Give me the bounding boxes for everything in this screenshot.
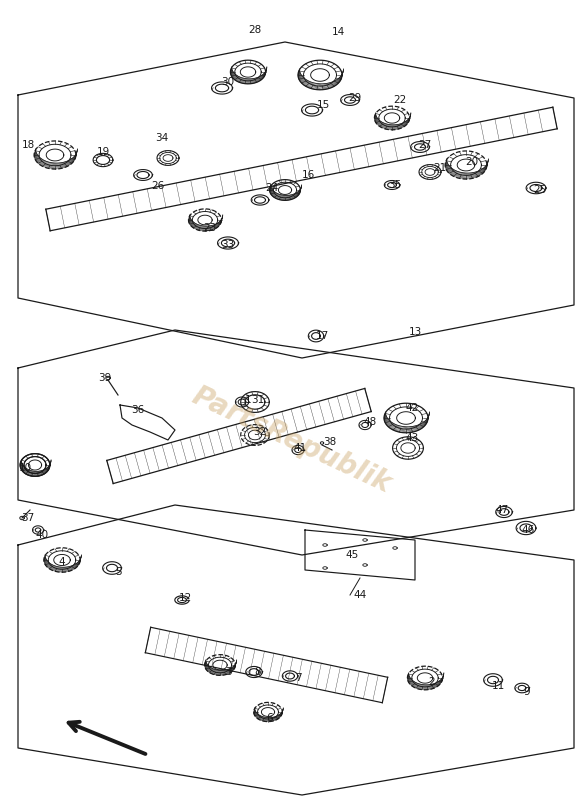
Text: 25: 25 bbox=[533, 185, 547, 195]
Text: 45: 45 bbox=[345, 550, 359, 560]
Text: 2: 2 bbox=[429, 677, 435, 687]
Text: 23: 23 bbox=[203, 223, 217, 233]
Text: 43: 43 bbox=[405, 433, 419, 443]
Text: 38: 38 bbox=[324, 437, 336, 447]
Text: 40: 40 bbox=[36, 530, 48, 540]
Text: 13: 13 bbox=[408, 327, 422, 337]
Text: 24: 24 bbox=[265, 183, 279, 193]
Text: 9: 9 bbox=[524, 687, 530, 697]
Text: 12: 12 bbox=[178, 593, 192, 603]
Text: 35: 35 bbox=[388, 180, 402, 190]
Text: 37: 37 bbox=[22, 513, 34, 523]
Text: 28: 28 bbox=[248, 25, 262, 35]
Text: 15: 15 bbox=[317, 100, 329, 110]
Text: 18: 18 bbox=[22, 140, 34, 150]
Text: 11: 11 bbox=[491, 681, 505, 691]
Text: 8: 8 bbox=[255, 667, 261, 677]
Text: 1: 1 bbox=[245, 395, 251, 405]
Text: 10: 10 bbox=[19, 463, 32, 473]
Text: 14: 14 bbox=[331, 27, 345, 37]
Text: 48: 48 bbox=[363, 417, 377, 427]
Text: 26: 26 bbox=[151, 181, 165, 191]
Text: 5: 5 bbox=[114, 567, 121, 577]
Text: 7: 7 bbox=[295, 673, 301, 683]
Text: 19: 19 bbox=[96, 147, 110, 157]
Text: 46: 46 bbox=[522, 525, 534, 535]
Text: 29: 29 bbox=[349, 93, 361, 103]
Text: 41: 41 bbox=[293, 443, 307, 453]
Text: 3: 3 bbox=[225, 667, 231, 677]
Text: 44: 44 bbox=[353, 590, 367, 600]
Text: 30: 30 bbox=[221, 77, 235, 87]
Text: 16: 16 bbox=[301, 170, 315, 180]
Text: 34: 34 bbox=[155, 133, 169, 143]
Text: 31: 31 bbox=[251, 395, 265, 405]
Text: 39: 39 bbox=[98, 373, 112, 383]
Text: 36: 36 bbox=[131, 405, 145, 415]
Text: 32: 32 bbox=[253, 427, 267, 437]
Text: 33: 33 bbox=[221, 240, 235, 250]
Text: 17: 17 bbox=[315, 331, 329, 341]
Text: 4: 4 bbox=[58, 557, 65, 567]
Text: 47: 47 bbox=[495, 505, 509, 515]
Text: 22: 22 bbox=[394, 95, 406, 105]
Text: 42: 42 bbox=[405, 403, 419, 413]
Text: 21: 21 bbox=[433, 163, 447, 173]
Text: 27: 27 bbox=[418, 140, 432, 150]
Text: 6: 6 bbox=[267, 713, 273, 723]
Text: PartsRepublik: PartsRepublik bbox=[188, 382, 396, 498]
Text: 20: 20 bbox=[465, 157, 478, 167]
